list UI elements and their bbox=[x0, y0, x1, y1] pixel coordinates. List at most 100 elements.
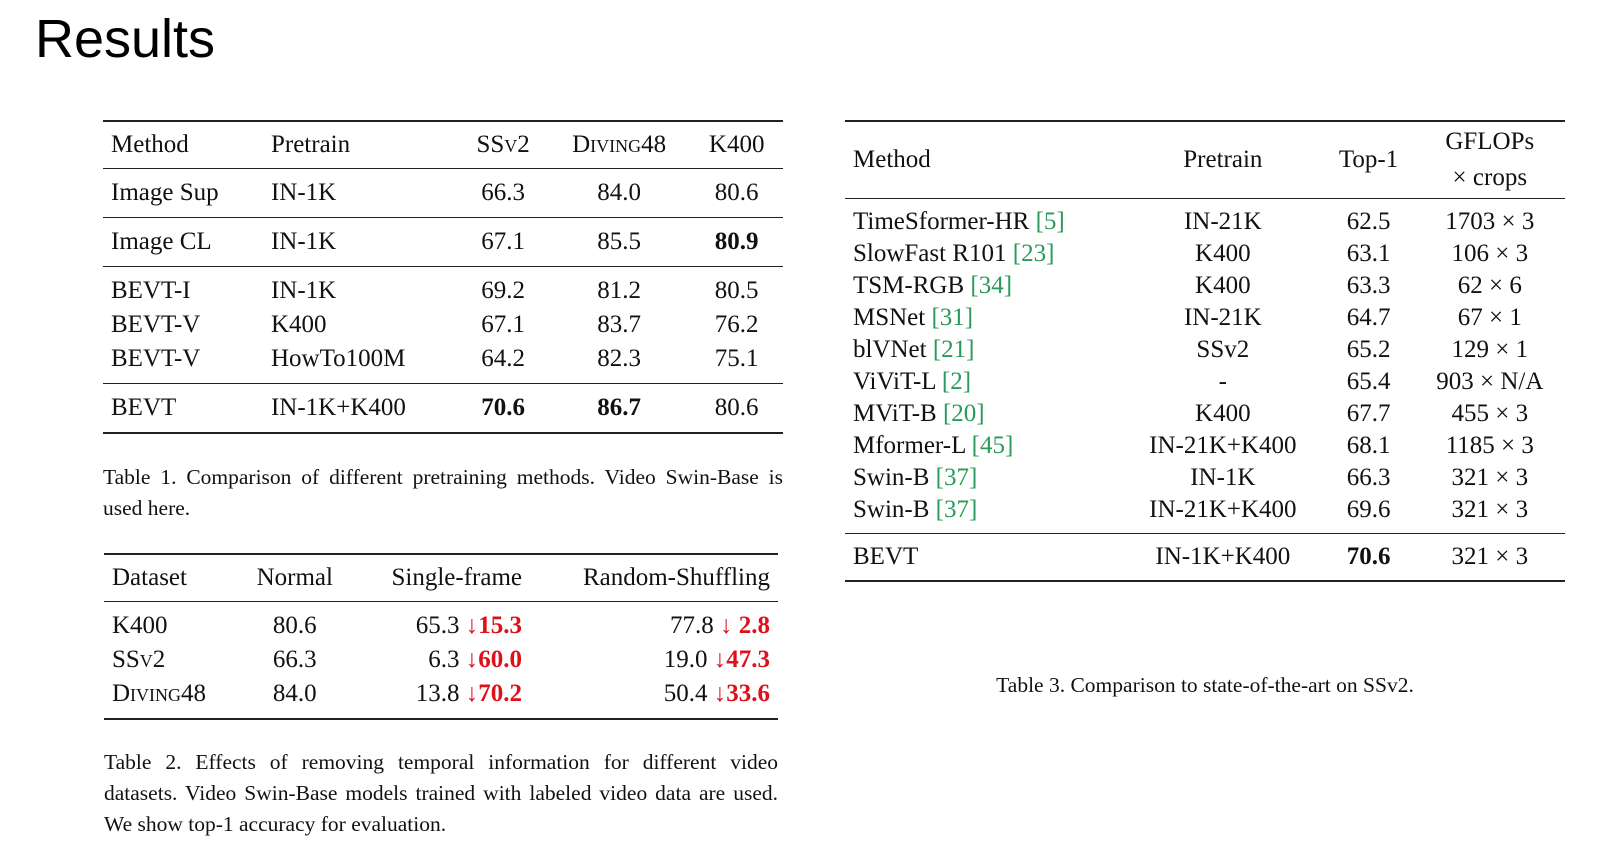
cell: 66.3 bbox=[238, 643, 351, 677]
cell-text: Method bbox=[853, 146, 931, 173]
row-group: BEVT-I IN-1K 69.2 81.2 80.5 BEVT-V K400 67.1 83.… bbox=[103, 266, 783, 384]
cell-text: Swin-B bbox=[853, 464, 930, 491]
cell: IN-21K bbox=[1123, 199, 1323, 239]
cell-text: 86.7 bbox=[597, 394, 642, 421]
cell-text: 6.3 bbox=[428, 646, 460, 673]
cell: ViViT-L [2] bbox=[845, 366, 1123, 398]
cell-text: 903 × N/A bbox=[1436, 368, 1544, 395]
cell-text: 66.3 bbox=[272, 646, 317, 673]
cell-text: Top-1 bbox=[1338, 146, 1399, 173]
cell: 64.7 bbox=[1323, 302, 1415, 334]
cell-text: Mformer-L bbox=[853, 432, 966, 459]
cell-text: 64.7 bbox=[1346, 304, 1391, 331]
cell-text: 67.7 bbox=[1346, 400, 1391, 427]
row: MSNet [31] IN-21K 64.7 67 × 1 bbox=[845, 302, 1565, 334]
cell-text: IN-1K bbox=[270, 228, 337, 255]
cell: 63.1 bbox=[1323, 238, 1415, 270]
cell: 80.6 bbox=[690, 384, 783, 434]
cell-text: 69.6 bbox=[1346, 496, 1391, 523]
row: SSv2 66.3 6.3 ↓60.0 19.0 ↓47.3 bbox=[104, 643, 778, 677]
drop-value: ↓47.3 bbox=[713, 646, 770, 673]
row: BEVT-I IN-1K 69.2 81.2 80.5 bbox=[103, 267, 783, 309]
header-cell: Pretrain bbox=[1123, 121, 1323, 199]
citation: [20] bbox=[942, 400, 985, 427]
row: SlowFast R101 [23] K400 63.1 106 × 3 bbox=[845, 238, 1565, 270]
header-cell: Method bbox=[845, 121, 1123, 199]
cell: BEVT-I bbox=[103, 267, 263, 309]
cell-text: 80.9 bbox=[714, 228, 759, 255]
cell: 13.8 ↓70.2 bbox=[351, 677, 530, 719]
cell-text: Diving48 bbox=[572, 131, 667, 158]
cell-text: 65.4 bbox=[1346, 368, 1391, 395]
cell-text: Swin-B bbox=[853, 496, 930, 523]
cell: 67 × 1 bbox=[1415, 302, 1565, 334]
cell-text: IN-1K+K400 bbox=[270, 394, 406, 421]
citation: [45] bbox=[971, 432, 1014, 459]
cell-text: IN-1K bbox=[270, 179, 337, 206]
table-header: Method Pretrain Top-1 GFLOPs × crops bbox=[845, 121, 1565, 199]
cell-text: 85.5 bbox=[597, 228, 642, 255]
cell: 62.5 bbox=[1323, 199, 1415, 239]
row-group: Image CL IN-1K 67.1 85.5 80.9 bbox=[103, 217, 783, 267]
cell-text: SSv2 bbox=[1196, 336, 1250, 363]
cell-text: K400 bbox=[708, 131, 765, 158]
cell: 129 × 1 bbox=[1415, 334, 1565, 366]
header-cell: Random-Shuffling bbox=[530, 554, 778, 602]
row: Image Sup IN-1K 66.3 84.0 80.6 bbox=[103, 169, 783, 218]
cell: TimeSformer-HR [5] bbox=[845, 199, 1123, 239]
drop-value: ↓33.6 bbox=[713, 680, 770, 707]
cell-text: 63.3 bbox=[1346, 272, 1391, 299]
cell-text: Pretrain bbox=[270, 131, 351, 158]
cell-text: Random-Shuffling bbox=[582, 564, 770, 591]
row: ViViT-L [2] - 65.4 903 × N/A bbox=[845, 366, 1565, 398]
cell-text: 62.5 bbox=[1346, 208, 1391, 235]
cell-text: GFLOPs bbox=[1445, 128, 1535, 155]
header-cell: K400 bbox=[690, 121, 783, 169]
cell: 63.3 bbox=[1323, 270, 1415, 302]
cell: 321 × 3 bbox=[1415, 494, 1565, 534]
cell: 68.1 bbox=[1323, 430, 1415, 462]
cell-text: 80.6 bbox=[272, 612, 317, 639]
cell: 80.9 bbox=[690, 218, 783, 267]
cell-text: HowTo100M bbox=[270, 345, 406, 372]
cell: IN-1K bbox=[263, 169, 458, 218]
cell-text: 81.2 bbox=[597, 277, 642, 304]
cell-text: 77.8 bbox=[670, 612, 714, 639]
cell-text: MViT-B bbox=[853, 400, 937, 427]
cell-text: BEVT-I bbox=[111, 277, 191, 304]
drop-value: ↓ 2.8 bbox=[720, 612, 770, 639]
cell: K400 bbox=[263, 308, 458, 342]
cell-text: - bbox=[1218, 368, 1227, 395]
citation: [37] bbox=[935, 464, 978, 491]
cell: 67.1 bbox=[458, 218, 548, 267]
cell: 65.4 bbox=[1323, 366, 1415, 398]
cell: 50.4 ↓33.6 bbox=[530, 677, 778, 719]
cell-text: 62 × 6 bbox=[1457, 272, 1522, 299]
cell-text: Diving48 bbox=[112, 680, 207, 707]
header-cell: Dataset bbox=[104, 554, 238, 602]
cell-text: Image CL bbox=[111, 228, 212, 255]
citation: [2] bbox=[941, 368, 972, 395]
cell-text: 70.6 bbox=[1346, 543, 1391, 570]
cell-text: 66.3 bbox=[1346, 464, 1391, 491]
cell-text: BEVT-V bbox=[111, 345, 201, 372]
cell-text: 75.1 bbox=[714, 345, 759, 372]
cell-text: IN-1K bbox=[270, 277, 337, 304]
cell-text: 455 × 3 bbox=[1451, 400, 1529, 427]
header-cell: GFLOPs × crops bbox=[1415, 121, 1565, 199]
cell-text: ViViT-L bbox=[853, 368, 936, 395]
cell: Image CL bbox=[103, 218, 263, 267]
cell: 76.2 bbox=[690, 308, 783, 342]
header-row: Method Pretrain SSv2 Diving48 K400 bbox=[103, 121, 783, 169]
cell: 85.5 bbox=[548, 218, 690, 267]
row: TSM-RGB [34] K400 63.3 62 × 6 bbox=[845, 270, 1565, 302]
drop-value: ↓60.0 bbox=[465, 646, 523, 673]
row: Mformer-L [45] IN-21K+K400 68.1 1185 × 3 bbox=[845, 430, 1565, 462]
cell: 70.6 bbox=[458, 384, 548, 434]
cell: 1185 × 3 bbox=[1415, 430, 1565, 462]
header-cell: Method bbox=[103, 121, 263, 169]
cell-text: 67.1 bbox=[481, 311, 525, 338]
cell: 80.6 bbox=[690, 169, 783, 218]
slide-title: Results bbox=[35, 9, 216, 69]
cell: 66.3 bbox=[458, 169, 548, 218]
